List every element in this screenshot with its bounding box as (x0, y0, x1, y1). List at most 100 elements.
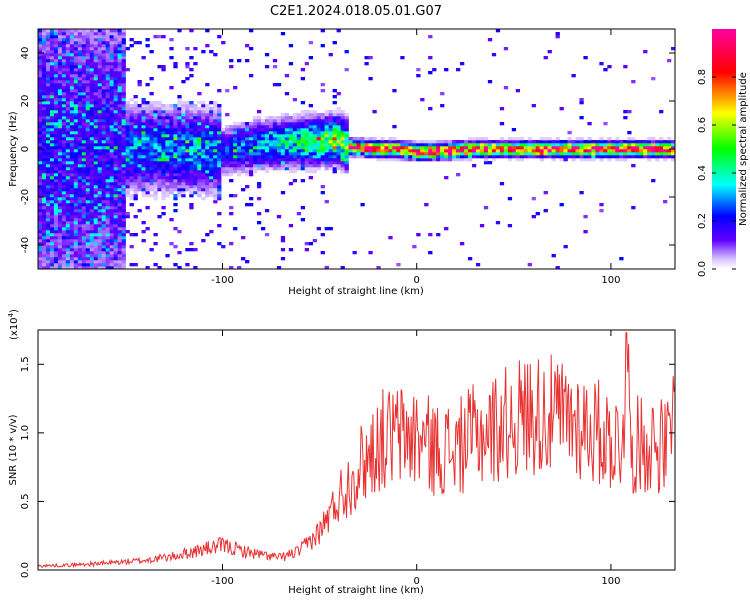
heatmap-cell (49, 239, 55, 243)
heatmap-cell (173, 209, 178, 213)
heatmap-cell (65, 155, 71, 159)
heatmap-cell (85, 224, 91, 228)
heatmap-cell (133, 152, 138, 156)
heatmap-cell (38, 113, 43, 117)
heatmap-cell (479, 155, 485, 159)
heatmap-cell (256, 140, 262, 144)
heatmap-cell (45, 41, 51, 45)
heatmap-cell (41, 188, 47, 192)
heatmap-cell (109, 128, 114, 132)
heatmap-cell (149, 113, 154, 117)
heatmap-cell (575, 155, 580, 159)
heatmap-cell (57, 131, 63, 135)
heatmap-cell (45, 191, 51, 195)
heatmap-cell (260, 146, 266, 150)
heatmap-cell (109, 32, 114, 36)
heatmap-cell (101, 122, 106, 126)
heatmap-cell (193, 116, 198, 120)
heatmap-cell (109, 29, 114, 33)
heatmap-cell (81, 161, 87, 165)
heatmap-cell (428, 140, 433, 144)
heatmap-cell (511, 128, 517, 132)
heatmap-cell (141, 164, 146, 168)
heatmap-cell (129, 203, 134, 207)
heatmap-cell (292, 143, 298, 147)
heatmap-cell (667, 155, 672, 159)
heatmap-cell (81, 122, 87, 126)
heatmap-cell (611, 146, 616, 150)
heatmap-cell (53, 80, 59, 84)
heatmap-cell (117, 95, 122, 99)
heatmap-cell (77, 65, 83, 69)
heatmap-cell (332, 128, 337, 132)
heatmap-cell (41, 119, 47, 123)
heatmap-cell (141, 185, 146, 189)
heatmap-cell (256, 137, 262, 141)
heatmap-cell (69, 182, 75, 186)
heatmap-cell (109, 116, 114, 120)
heatmap-cell (197, 179, 202, 183)
heatmap-cell (61, 203, 67, 207)
heatmap-cell (495, 143, 501, 147)
heatmap-cell (77, 35, 83, 39)
heatmap-cell (149, 134, 154, 138)
heatmap-cell (452, 158, 457, 162)
heatmap-cell (280, 158, 286, 162)
heatmap-cell (93, 203, 99, 207)
heatmap-cell (105, 110, 110, 114)
heatmap-cell (73, 65, 79, 69)
heatmap-cell (324, 134, 329, 138)
heatmap-cell (113, 110, 118, 114)
heatmap-cell (133, 95, 138, 99)
heatmap-cell (201, 137, 206, 141)
heatmap-cell (256, 212, 262, 216)
heatmap-cell (109, 134, 114, 138)
heatmap-cell (304, 119, 310, 123)
heatmap-cell (177, 182, 182, 186)
heatmap-cell (292, 134, 298, 138)
heatmap-cell (97, 134, 102, 138)
heatmap-cell (109, 236, 114, 240)
heatmap-cell (487, 149, 493, 153)
heatmap-cell (73, 230, 79, 234)
heatmap-cell (137, 137, 142, 141)
heatmap-cell (133, 176, 138, 180)
x-tick-label: -100 (211, 275, 234, 286)
heatmap-cell (141, 176, 146, 180)
heatmap-cell (268, 161, 274, 165)
heatmap-cell (603, 143, 608, 147)
heatmap-cell (324, 137, 329, 141)
heatmap-cell (45, 170, 51, 174)
heatmap-cell (97, 35, 102, 39)
heatmap-cell (73, 50, 79, 54)
heatmap-cell (41, 191, 47, 195)
y-tick-label: -20 (20, 189, 31, 205)
heatmap-cell (268, 119, 274, 123)
heatmap-cell (97, 41, 102, 45)
heatmap-cell (85, 74, 91, 78)
heatmap-cell (101, 38, 106, 42)
heatmap-cell (249, 137, 254, 141)
heatmap-cell (57, 206, 63, 210)
heatmap-cell (117, 71, 122, 75)
heatmap-cell (288, 224, 294, 228)
heatmap-cell (631, 80, 636, 84)
heatmap-cell (376, 266, 381, 270)
heatmap-cell (38, 35, 43, 39)
heatmap-cell (320, 122, 325, 126)
heatmap-cell (607, 137, 612, 141)
heatmap-cell (49, 191, 55, 195)
heatmap-cell (264, 149, 270, 153)
heatmap-cell (97, 254, 102, 258)
heatmap-cell (360, 155, 365, 159)
heatmap-cell (45, 173, 51, 177)
heatmap-cell (57, 59, 63, 63)
heatmap-cell (85, 38, 91, 42)
heatmap-cell (157, 122, 162, 126)
heatmap-cell (456, 152, 461, 156)
heatmap-cell (121, 119, 126, 123)
heatmap-cell (101, 239, 106, 243)
heatmap-cell (85, 68, 91, 72)
heatmap-cell (213, 53, 218, 57)
heatmap-cell (141, 125, 146, 129)
